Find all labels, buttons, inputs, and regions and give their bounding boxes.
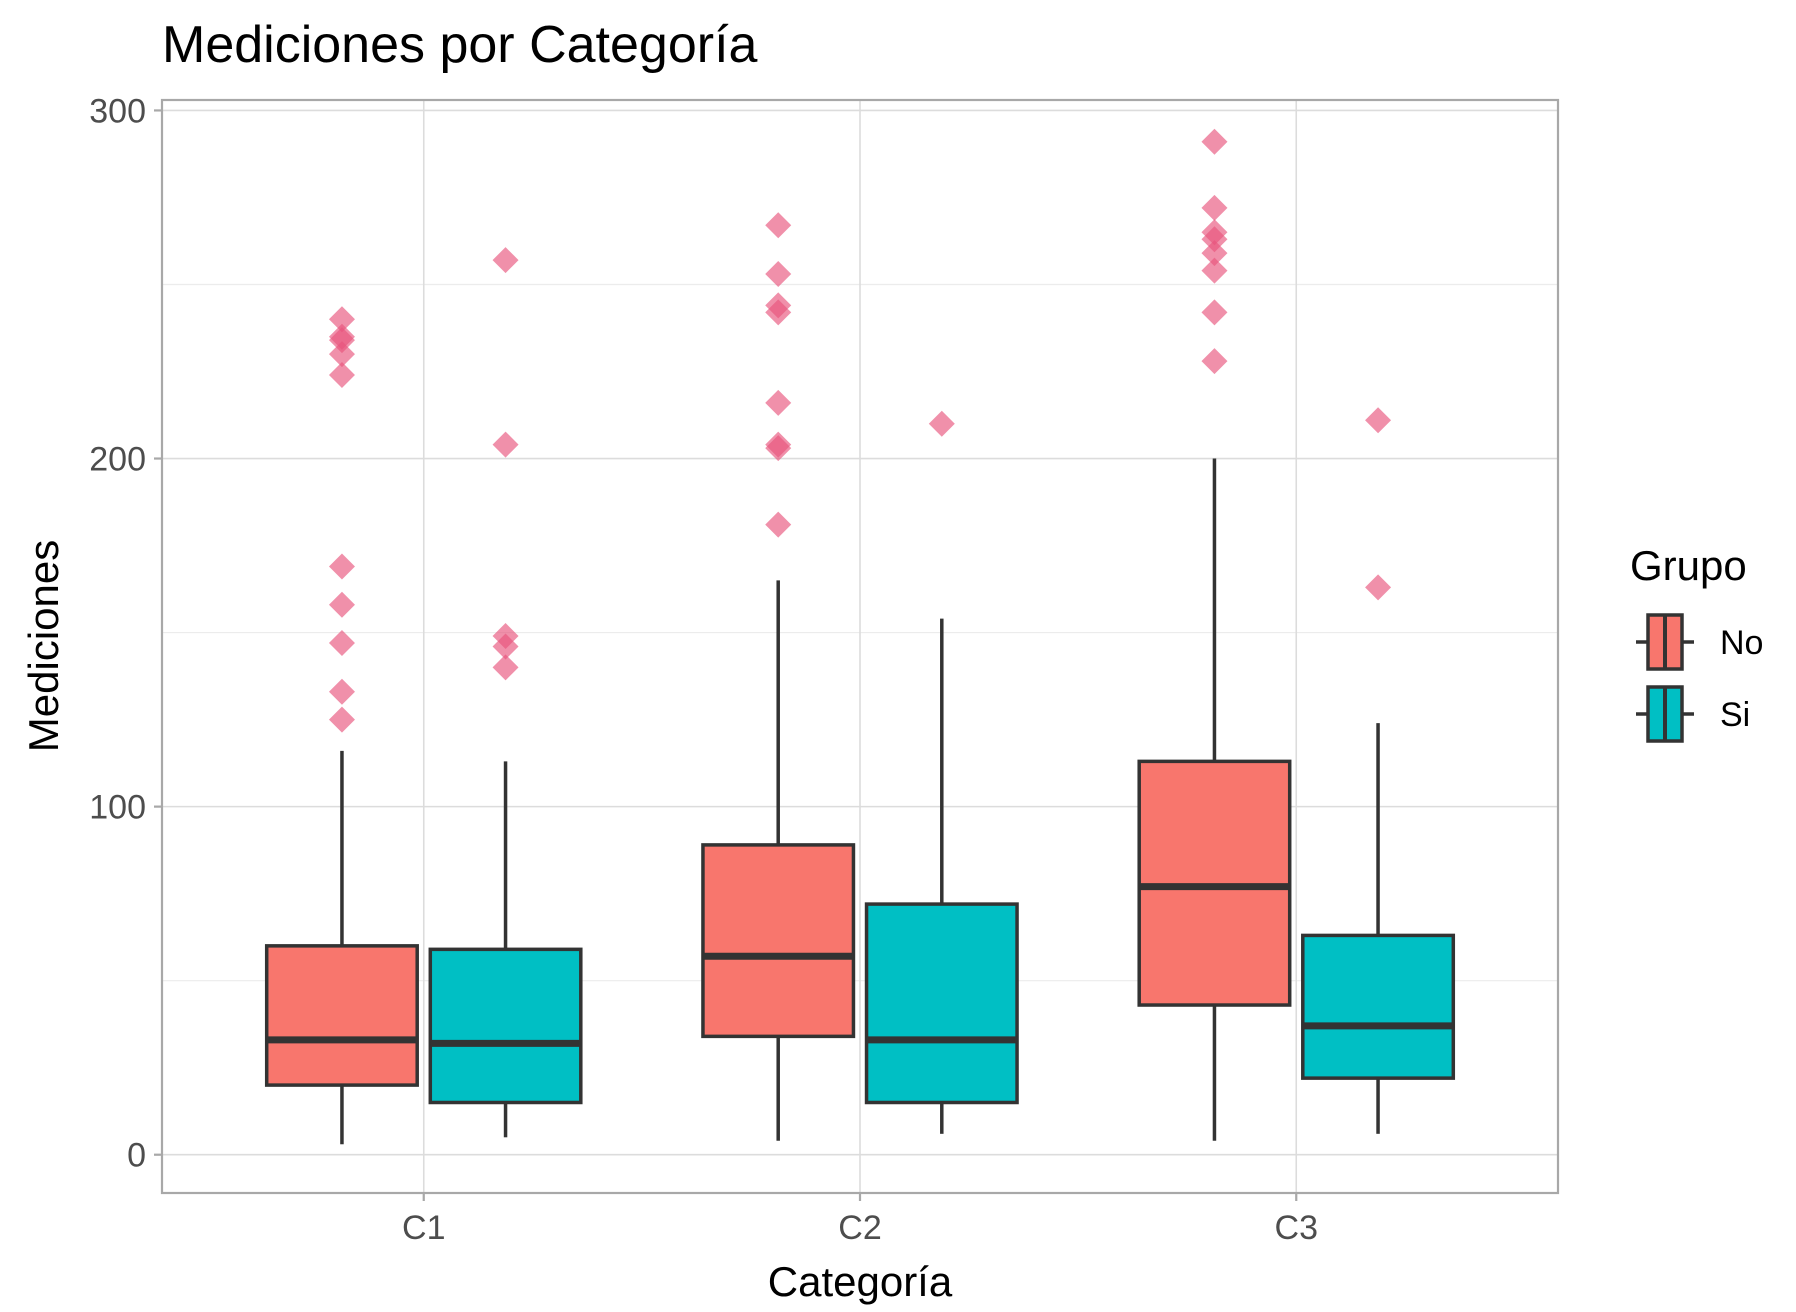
box-no-c2: [701, 843, 856, 1039]
outlier-point: [328, 553, 355, 580]
y-tick-label: 300: [89, 92, 146, 130]
outlier-point: [765, 212, 792, 239]
outlier-point: [765, 511, 792, 538]
x-axis-title: Categoría: [768, 1258, 953, 1305]
outlier-point: [328, 678, 355, 705]
box-si-c1: [428, 947, 583, 1105]
chart-title: Mediciones por Categoría: [162, 16, 758, 74]
outlier-point: [1201, 257, 1228, 284]
box-no-c1: [264, 944, 419, 1087]
outlier-point: [765, 261, 792, 288]
y-axis-title: Mediciones: [20, 540, 67, 752]
box-si-c2: [864, 902, 1019, 1105]
outlier-point: [328, 361, 355, 388]
y-tick-label: 100: [89, 789, 146, 827]
y-tick-label: 200: [89, 441, 146, 479]
outlier-point: [328, 591, 355, 618]
outlier-point: [492, 247, 519, 274]
legend-label-si: Si: [1720, 696, 1750, 734]
outlier-point: [765, 389, 792, 416]
x-tick-label: C2: [838, 1209, 881, 1247]
outlier-point: [492, 431, 519, 458]
outlier-point: [1201, 240, 1228, 267]
outlier-point: [1365, 407, 1392, 434]
outlier-point: [492, 623, 519, 650]
outlier-point: [328, 630, 355, 657]
outlier-point: [1365, 574, 1392, 601]
outlier-point: [1201, 128, 1228, 155]
axes: 0 100 200 300 C1 C2 C3: [89, 92, 1318, 1247]
x-tick-label: C3: [1275, 1209, 1318, 1247]
boxes: [264, 458, 1456, 1145]
legend: Grupo No Si: [1630, 542, 1763, 743]
box-si-c3: [1301, 933, 1456, 1080]
grid: [162, 100, 1558, 1193]
outlier-point: [1201, 348, 1228, 375]
outlier-point: [1201, 299, 1228, 326]
outlier-point: [328, 306, 355, 333]
outliers: [328, 128, 1392, 733]
outlier-point: [328, 706, 355, 733]
outlier-point: [765, 431, 792, 458]
outlier-point: [1201, 219, 1228, 246]
outlier-point: [328, 323, 355, 350]
x-tick-label: C1: [402, 1209, 445, 1247]
legend-label-no: No: [1720, 624, 1763, 662]
outlier-point: [765, 292, 792, 319]
outlier-point: [492, 654, 519, 681]
outlier-point: [328, 341, 355, 368]
outlier-point: [928, 410, 955, 437]
y-tick-label: 0: [127, 1137, 146, 1175]
outlier-point: [1201, 194, 1228, 221]
legend-title: Grupo: [1630, 542, 1747, 589]
